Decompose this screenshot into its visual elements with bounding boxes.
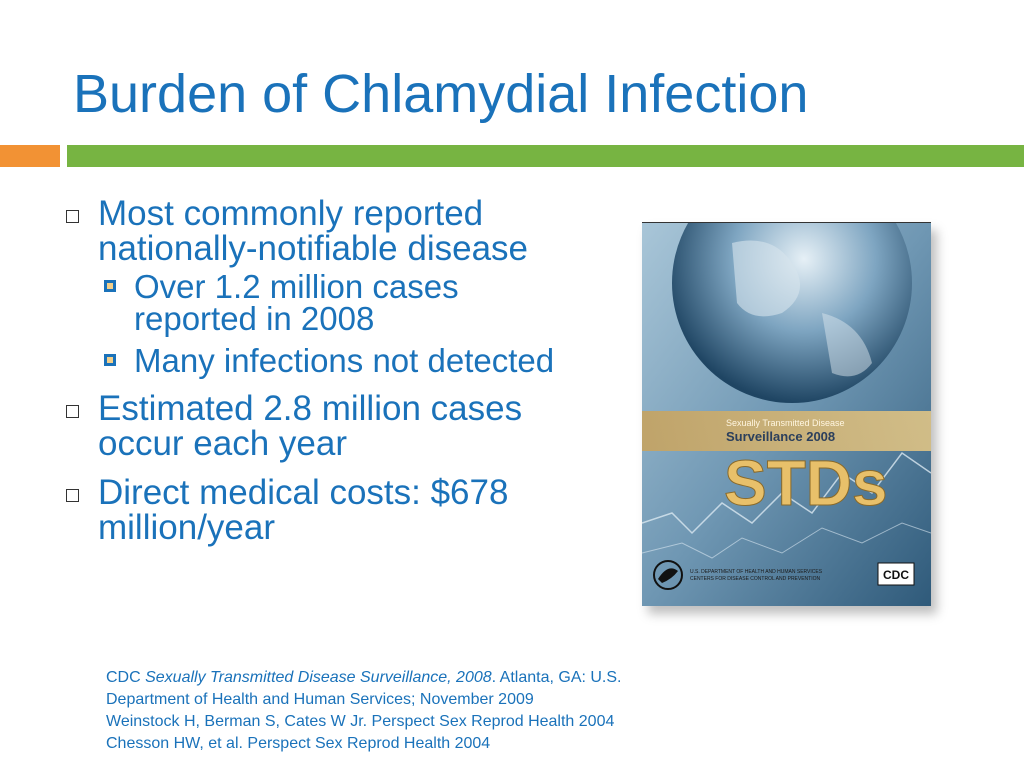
reference-line: Chesson HW, et al. Perspect Sex Reprod H… <box>106 735 491 752</box>
cover-dept-line2: CENTERS FOR DISEASE CONTROL AND PREVENTI… <box>690 576 821 582</box>
references: CDC Sexually Transmitted Disease Surveil… <box>106 667 622 755</box>
hollow-square-bullet-icon <box>66 489 79 502</box>
square-bullet-icon <box>104 354 116 366</box>
sub-bullet-item: Over 1.2 million cases reported in 2008 <box>98 268 580 337</box>
reference-line: Department of Health and Human Services;… <box>106 691 534 708</box>
sub-bullet-text: Many infections not detected <box>134 342 555 379</box>
reference-line: CDC Sexually Transmitted Disease Surveil… <box>106 667 622 689</box>
reference-title: Sexually Transmitted Disease Surveillanc… <box>145 669 492 686</box>
sub-bullet-text: Over 1.2 million cases reported in 2008 <box>134 268 459 337</box>
bullet-text: Estimated 2.8 million cases occur each y… <box>98 389 523 463</box>
cover-title: Surveillance 2008 <box>726 429 835 444</box>
sub-bullet-item: Many infections not detected <box>98 342 580 379</box>
bullet-text: Direct medical costs: $678 million/year <box>98 473 509 547</box>
hhs-eagle-logo-icon <box>653 560 683 590</box>
reference-suffix: . Atlanta, GA: U.S. <box>491 669 622 686</box>
reference-prefix: CDC <box>106 669 146 686</box>
bullet-item: Most commonly reported nationally-notifi… <box>60 196 580 377</box>
bullet-item: Estimated 2.8 million cases occur each y… <box>60 391 580 461</box>
hollow-square-bullet-icon <box>66 210 79 223</box>
bullet-list: Most commonly reported nationally-notifi… <box>60 196 580 559</box>
slide-title: Burden of Chlamydial Infection <box>73 64 809 124</box>
square-bullet-icon <box>104 280 116 292</box>
accent-bar-green <box>67 145 1024 167</box>
hollow-square-bullet-icon <box>66 405 79 418</box>
cover-subtitle: Sexually Transmitted Disease <box>726 418 845 428</box>
bullet-text: Most commonly reported nationally-notifi… <box>98 194 528 268</box>
reference-line: Weinstock H, Berman S, Cates W Jr. Persp… <box>106 713 615 730</box>
accent-bar-orange <box>0 145 60 167</box>
cover-dept-line1: U.S. DEPARTMENT OF HEALTH AND HUMAN SERV… <box>690 569 823 575</box>
sub-bullet-list: Over 1.2 million cases reported in 2008 … <box>98 268 580 379</box>
bullet-item: Direct medical costs: $678 million/year <box>60 475 580 545</box>
cover-big-text: STDs <box>724 447 888 519</box>
cdc-logo-icon: CDC <box>883 568 909 582</box>
report-cover-image: Sexually Transmitted Disease Surveillanc… <box>642 222 931 606</box>
